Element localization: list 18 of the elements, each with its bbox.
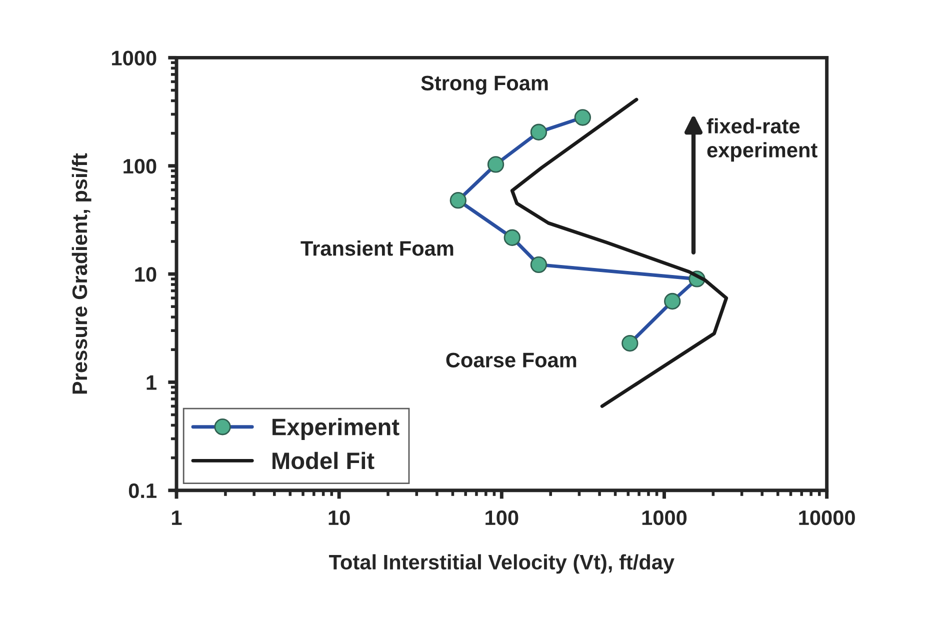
x-tick-label: 10 xyxy=(328,510,350,526)
x-axis-title: Total Interstitial Velocity (Vt), ft/day xyxy=(329,554,674,574)
y-tick-label: 1 xyxy=(146,375,156,390)
annotation: Strong Foam xyxy=(421,76,548,95)
legend-label: Experiment xyxy=(272,418,400,440)
legend-label: Model Fit xyxy=(272,452,374,470)
x-tick-label: 10000 xyxy=(799,510,855,526)
x-tick-label: 100 xyxy=(486,510,518,526)
y-tick-label: 1000 xyxy=(112,50,156,66)
annotation: fixed-rate experiment xyxy=(706,118,818,162)
y-axis-title: Pressure Gradient, psi/ft xyxy=(72,153,92,394)
y-tick-label: 0.1 xyxy=(128,483,156,498)
annotation: Coarse Foam xyxy=(446,352,576,368)
y-tick-label: 100 xyxy=(124,158,156,174)
annotation: Transient Foam xyxy=(300,240,454,256)
x-tick-label: 1 xyxy=(172,510,182,525)
x-tick-label: 1000 xyxy=(642,510,687,526)
y-tick-label: 10 xyxy=(135,267,156,282)
